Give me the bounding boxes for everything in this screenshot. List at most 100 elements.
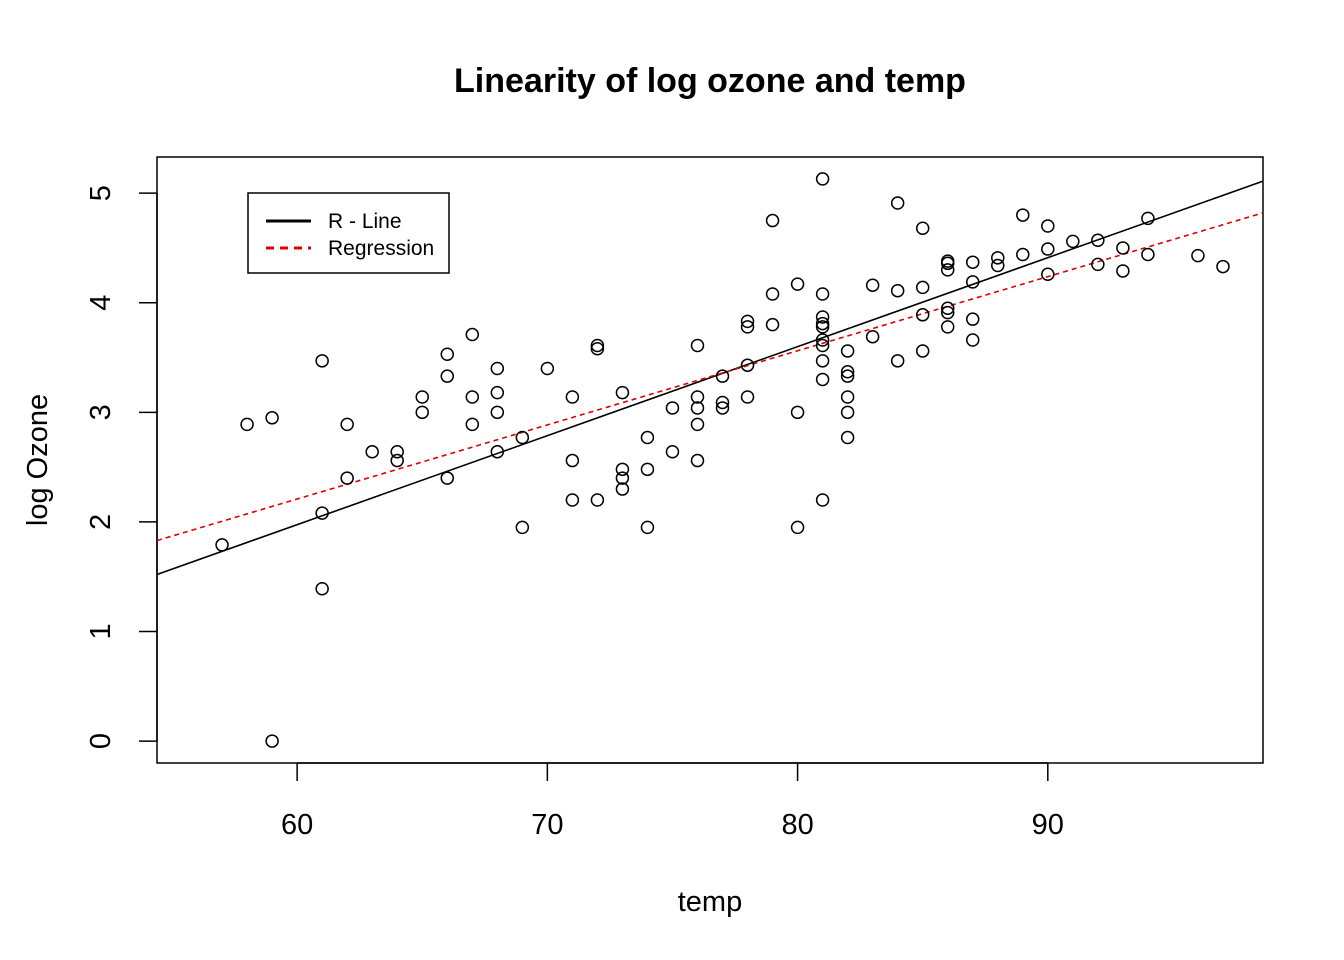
data-point — [440, 347, 455, 362]
data-point — [840, 344, 855, 358]
data-point — [315, 506, 329, 520]
data-point — [590, 342, 605, 356]
data-point — [465, 390, 480, 404]
data-point — [740, 390, 755, 404]
data-point — [965, 275, 980, 289]
x-tick-label: 90 — [1032, 809, 1064, 841]
data-point — [1016, 208, 1030, 222]
data-point — [815, 372, 830, 387]
data-point — [965, 333, 980, 347]
data-point — [440, 369, 455, 383]
data-point — [1041, 242, 1055, 256]
data-point — [940, 320, 955, 334]
data-point — [415, 405, 429, 420]
data-point — [390, 453, 404, 468]
data-point — [740, 314, 755, 329]
data-point — [390, 445, 404, 459]
data-point — [991, 251, 1005, 265]
data-point — [1141, 211, 1155, 226]
data-point — [540, 361, 555, 376]
data-point — [815, 310, 830, 324]
data-point — [1091, 257, 1105, 272]
x-tick-label: 60 — [281, 809, 313, 841]
data-point — [815, 333, 830, 347]
data-point — [815, 320, 830, 334]
data-point — [815, 287, 830, 301]
data-point — [565, 453, 580, 468]
y-axis: 0 1 2 3 4 5 — [85, 185, 158, 749]
data-point — [690, 338, 705, 353]
data-point — [790, 405, 805, 420]
data-point — [690, 417, 705, 432]
y-tick-label: 1 — [85, 623, 117, 639]
data-point — [1216, 259, 1230, 274]
data-point — [765, 317, 780, 332]
data-point — [840, 369, 855, 383]
data-point — [840, 430, 855, 445]
data-point — [1091, 233, 1105, 248]
data-point — [1066, 234, 1080, 249]
data-point — [1191, 248, 1205, 263]
data-point — [315, 354, 329, 368]
legend: R - Line Regression — [247, 192, 450, 274]
data-point — [365, 445, 379, 459]
data-point — [340, 471, 354, 485]
data-point — [240, 417, 254, 432]
data-point — [765, 287, 780, 301]
x-axis: 60 70 80 90 — [281, 762, 1064, 841]
data-point — [615, 385, 630, 400]
data-point — [740, 320, 755, 334]
data-point — [340, 417, 354, 432]
data-point — [940, 301, 955, 315]
chart-title: Linearity of log ozone and temp — [454, 62, 966, 100]
data-point — [615, 462, 630, 477]
data-point — [965, 312, 980, 326]
data-point — [640, 462, 655, 477]
legend-box — [247, 192, 450, 274]
data-point — [640, 430, 655, 445]
data-point — [1041, 219, 1055, 233]
legend-label: Regression — [328, 237, 434, 260]
y-tick-label: 2 — [85, 514, 117, 530]
data-point — [715, 401, 730, 415]
data-point — [690, 390, 705, 404]
data-point — [590, 493, 605, 507]
data-point — [915, 344, 930, 358]
data-point — [790, 520, 805, 535]
data-point — [815, 493, 830, 507]
data-point — [440, 471, 455, 485]
data-point — [465, 417, 480, 432]
data-point — [590, 338, 605, 353]
x-axis-label: temp — [678, 886, 742, 918]
data-point — [865, 278, 880, 292]
data-point — [865, 329, 880, 344]
data-point — [665, 445, 680, 459]
y-tick-label: 5 — [85, 185, 117, 201]
data-point — [490, 405, 505, 420]
data-point — [515, 520, 530, 535]
data-point — [615, 482, 630, 496]
data-point — [315, 582, 329, 596]
y-tick-label: 4 — [85, 295, 117, 311]
data-point — [490, 385, 505, 400]
data-point — [1016, 247, 1030, 262]
data-point — [1041, 267, 1055, 282]
data-point — [815, 316, 830, 331]
data-point — [840, 405, 855, 420]
data-point — [890, 196, 905, 210]
data-point — [640, 520, 655, 535]
data-point — [991, 258, 1005, 273]
data-point — [515, 430, 530, 445]
data-point — [1116, 241, 1130, 255]
data-point — [940, 256, 955, 271]
data-point — [615, 471, 630, 485]
series-line-regression — [157, 212, 1263, 542]
fit-lines — [157, 180, 1263, 576]
data-point — [740, 358, 755, 372]
data-point — [890, 354, 905, 368]
data-point — [665, 401, 680, 415]
data-points — [215, 172, 1230, 748]
data-point — [265, 734, 279, 748]
data-point — [915, 308, 930, 322]
data-point — [715, 395, 730, 410]
